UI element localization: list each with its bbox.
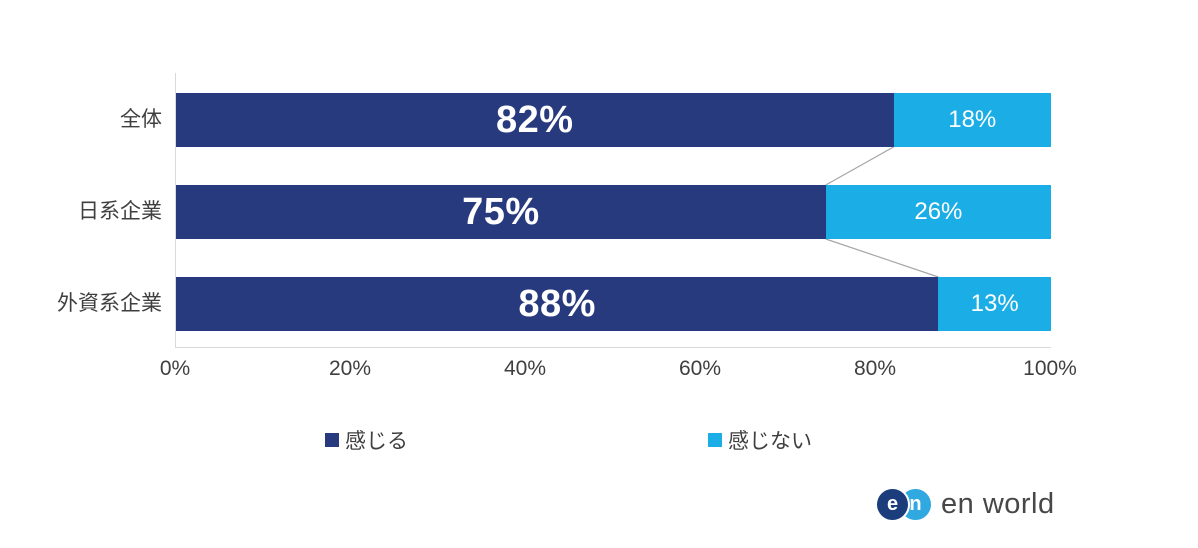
- x-axis: 0% 20% 40% 60% 80% 100%: [160, 357, 1077, 383]
- x-tick-40: 40%: [503, 357, 547, 380]
- plot-area: 82% 18% 75% 26% 88% 13%: [175, 73, 1051, 348]
- x-tick-80: 80%: [853, 357, 897, 380]
- bar-segment-feel: 82%: [176, 93, 894, 147]
- legend-swatch-feel: [325, 433, 339, 447]
- bar-segment-feel: 88%: [176, 277, 939, 331]
- value-label: 13%: [970, 290, 1019, 317]
- x-tick-20: 20%: [328, 357, 372, 380]
- bar-segment-feel: 75%: [176, 185, 826, 239]
- bar-segment-not-feel: 18%: [893, 93, 1051, 147]
- bar-row-nikkei: 75% 26%: [176, 185, 1051, 239]
- bar-segment-not-feel: 13%: [938, 277, 1051, 331]
- category-label-gaishikei: 外資系企業: [57, 292, 162, 315]
- bar-row-gaishikei: 88% 13%: [176, 277, 1051, 331]
- value-label: 88%: [518, 282, 596, 325]
- category-label-zentai: 全体: [120, 108, 162, 131]
- bar-row-zentai: 82% 18%: [176, 93, 1051, 147]
- logo-n-letter: n: [909, 493, 922, 515]
- value-label: 18%: [948, 106, 997, 133]
- logo-e-circle-icon: e: [877, 488, 908, 520]
- x-tick-60: 60%: [678, 357, 722, 380]
- logo-e-letter: e: [886, 493, 899, 515]
- value-label: 82%: [495, 98, 574, 141]
- bar-segment-not-feel: 26%: [825, 185, 1051, 239]
- logo-wordmark: en world: [941, 487, 1055, 520]
- legend-item-not-feel: 感じない: [708, 425, 812, 455]
- legend-item-feel: 感じる: [325, 425, 408, 455]
- category-label-nikkei: 日系企業: [78, 200, 162, 223]
- legend-label-feel: 感じる: [345, 430, 408, 453]
- value-label: 75%: [462, 190, 540, 233]
- x-tick-100: 100%: [1023, 357, 1077, 380]
- value-label: 26%: [914, 198, 963, 225]
- legend-swatch-not-feel: [708, 433, 722, 447]
- enworld-logo: e n en world: [877, 485, 1055, 523]
- x-tick-0: 0%: [159, 357, 191, 380]
- legend-label-not-feel: 感じない: [728, 430, 812, 453]
